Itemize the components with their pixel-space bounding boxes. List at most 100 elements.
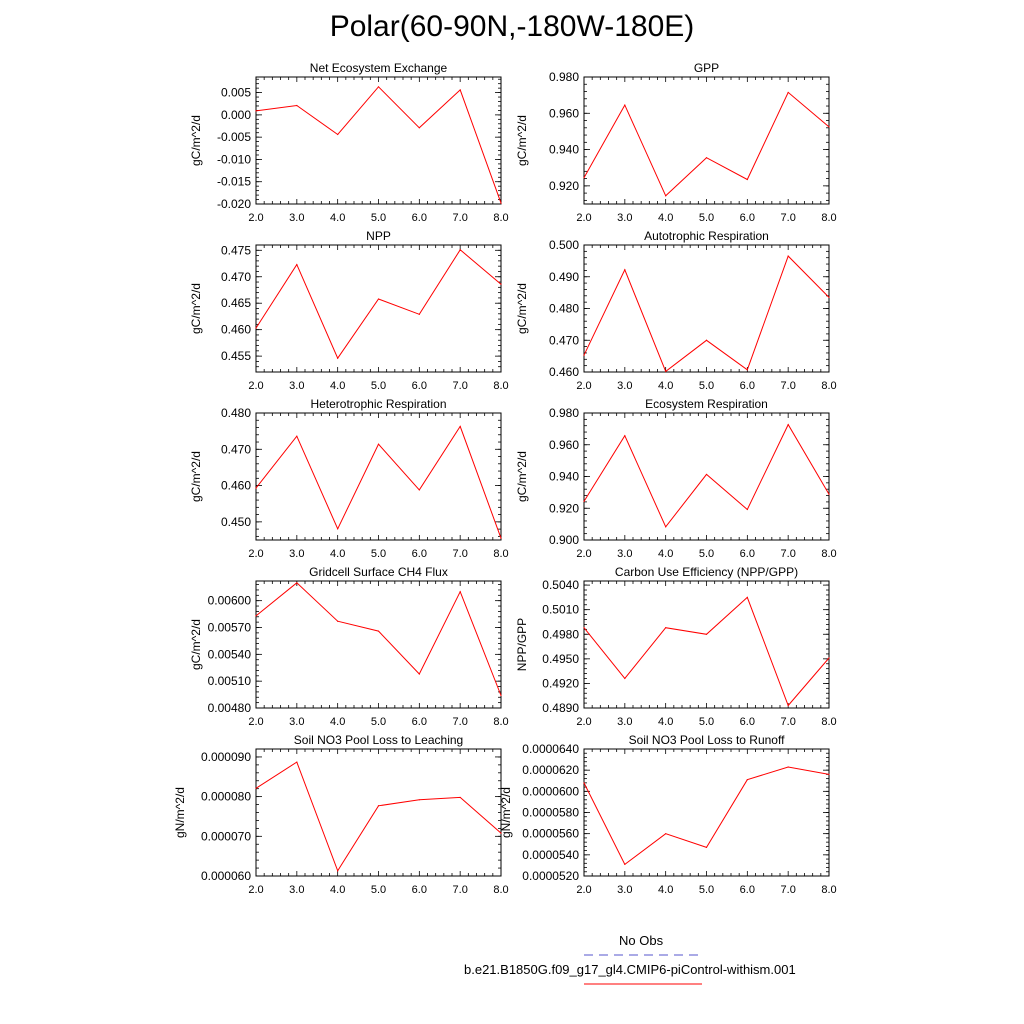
data-point [337, 620, 339, 622]
data-point [418, 489, 420, 491]
chart-title: Soil NO3 Pool Loss to Leaching [294, 733, 463, 747]
x-tick-label: 3.0 [289, 884, 304, 896]
y-tick-label: 0.940 [549, 143, 579, 157]
y-axis-label: gN/m^2/d [173, 787, 187, 838]
data-point [337, 357, 339, 359]
data-point [828, 296, 830, 298]
x-tick-label: 5.0 [371, 716, 386, 728]
data-point [377, 630, 380, 632]
data-point [296, 104, 298, 107]
data-point [583, 354, 585, 356]
y-tick-label: 0.980 [549, 406, 579, 420]
chart-panel-5: Heterotrophic Respiration 2.0 3.0 4.0 5.0 6.0… [189, 397, 509, 560]
data-point [255, 487, 257, 489]
x-tick-label: 2.0 [248, 716, 263, 728]
x-tick-label: 2.0 [576, 716, 591, 728]
x-tick-label: 2.0 [248, 380, 263, 392]
data-point [255, 327, 257, 329]
x-tick-label: 5.0 [699, 380, 714, 392]
y-tick-label: 0.500 [549, 238, 579, 252]
y-tick-label: 0.900 [549, 533, 579, 547]
y-tick-label: 0.0000580 [522, 806, 579, 820]
x-tick-label: 3.0 [289, 380, 304, 392]
data-point [828, 657, 830, 659]
data-point [459, 796, 461, 799]
x-tick-label: 3.0 [289, 212, 304, 224]
x-tick-label: 2.0 [248, 212, 263, 224]
y-tick-label: 0.480 [221, 406, 251, 420]
data-point [296, 761, 298, 763]
x-tick-label: 6.0 [412, 212, 427, 224]
data-point [665, 526, 667, 528]
y-tick-label: 0.455 [221, 349, 251, 363]
y-tick-label: 0.0000620 [522, 763, 579, 777]
chart-title: Carbon Use Efficiency (NPP/GPP) [615, 565, 798, 579]
y-tick-label: 0.490 [549, 270, 579, 284]
x-tick-label: 7.0 [781, 884, 796, 896]
x-tick-label: 8.0 [821, 716, 836, 728]
x-tick-label: 3.0 [617, 716, 632, 728]
y-tick-label: 0.000080 [201, 790, 251, 804]
data-point [459, 249, 461, 251]
data-point [828, 493, 830, 495]
chart-panel-7: Gridcell Surface CH4 Flux 2.0 3.0 4.0 5.0 6.0… [189, 565, 509, 728]
data-point [787, 423, 789, 426]
y-tick-label: 0.000070 [201, 829, 251, 843]
y-tick-label: 0.920 [549, 501, 579, 515]
y-tick-label: 0.980 [549, 70, 579, 84]
y-tick-label: 0.5010 [542, 603, 579, 617]
data-point [255, 110, 257, 112]
x-tick-label: 3.0 [617, 380, 632, 392]
chart-title: Gridcell Surface CH4 Flux [309, 565, 448, 579]
data-point [418, 673, 420, 675]
y-tick-label: 0.460 [221, 479, 251, 493]
y-tick-label: 0.000060 [201, 869, 251, 883]
y-tick-label: -0.015 [217, 175, 251, 189]
y-tick-label: 0.00480 [208, 701, 252, 715]
y-axis-label: gC/m^2/d [515, 283, 529, 334]
data-point [746, 369, 748, 371]
y-tick-label: 0.920 [549, 179, 579, 193]
chart-title: Net Ecosystem Exchange [310, 61, 448, 75]
data-point [500, 202, 502, 204]
data-point [459, 425, 461, 428]
data-point [828, 126, 830, 128]
chart-panel-10: Soil NO3 Pool Loss to Runoff 2.0 3.0 4.0 5.0… [499, 733, 837, 896]
x-tick-label: 5.0 [699, 884, 714, 896]
x-tick-label: 4.0 [330, 716, 345, 728]
data-point [746, 178, 748, 181]
data-point [377, 298, 380, 300]
y-axis-label: gC/m^2/d [515, 451, 529, 502]
x-tick-label: 4.0 [330, 212, 345, 224]
x-tick-label: 8.0 [493, 380, 508, 392]
data-point [665, 627, 667, 629]
y-tick-label: 0.00540 [208, 647, 252, 661]
figure-title: Polar(60-90N,-180W-180E) [329, 10, 695, 43]
x-tick-label: 8.0 [821, 212, 836, 224]
data-point [705, 846, 708, 849]
x-tick-label: 6.0 [740, 716, 755, 728]
chart-panel-3: NPP 2.0 3.0 4.0 5.0 6.0 7.0 8.0 0.455 0.460 0.465 0… [189, 229, 509, 392]
x-tick-label: 3.0 [617, 212, 632, 224]
x-tick-label: 8.0 [821, 884, 836, 896]
y-tick-label: 0.0000640 [522, 742, 579, 756]
x-tick-label: 4.0 [330, 884, 345, 896]
x-tick-label: 4.0 [330, 380, 345, 392]
data-point [665, 833, 667, 835]
y-tick-label: 0.475 [221, 243, 251, 257]
data-point [296, 263, 298, 266]
x-tick-label: 8.0 [821, 380, 836, 392]
x-tick-label: 6.0 [412, 380, 427, 392]
x-tick-label: 2.0 [248, 548, 263, 560]
legend-label-run: b.e21.B1850G.f09_g17_gl4.CMIP6-piControl… [464, 962, 796, 977]
y-tick-label: 0.960 [549, 106, 579, 120]
x-tick-label: 8.0 [821, 548, 836, 560]
x-tick-label: 5.0 [371, 884, 386, 896]
y-tick-label: 0.005 [221, 86, 251, 100]
x-tick-label: 7.0 [453, 884, 468, 896]
x-tick-label: 8.0 [493, 548, 508, 560]
data-point [500, 832, 502, 834]
y-axis-label: gC/m^2/d [189, 451, 203, 502]
